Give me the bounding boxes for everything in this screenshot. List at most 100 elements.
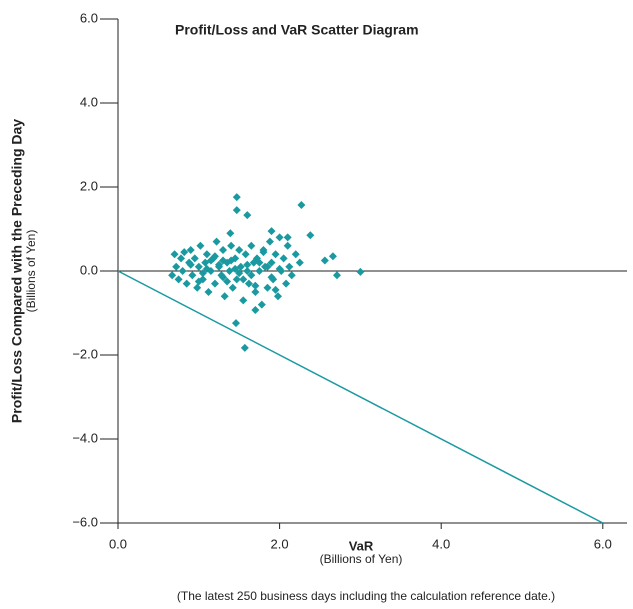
point xyxy=(251,288,260,296)
point xyxy=(206,256,215,265)
y-tick-label: 6.0 xyxy=(80,10,98,25)
point xyxy=(259,248,268,257)
point xyxy=(332,271,341,280)
point xyxy=(255,267,264,275)
point xyxy=(267,258,276,267)
point xyxy=(328,252,337,261)
point xyxy=(287,271,296,280)
point xyxy=(263,262,272,271)
point xyxy=(219,246,228,254)
point xyxy=(356,267,365,276)
x-axis-label: VaR xyxy=(349,538,374,553)
point xyxy=(283,233,292,242)
point xyxy=(219,273,228,282)
point xyxy=(282,279,291,288)
point xyxy=(194,277,203,286)
point xyxy=(168,271,177,280)
point xyxy=(271,285,280,294)
point xyxy=(232,206,241,215)
x-tick-label: 4.0 xyxy=(432,536,450,551)
point xyxy=(297,201,306,210)
y-tick-label: 2.0 xyxy=(80,178,98,193)
point xyxy=(223,277,232,286)
point xyxy=(243,211,252,220)
x-axis-unit: (Billions of Yen) xyxy=(320,552,403,566)
point xyxy=(267,273,276,282)
point xyxy=(170,250,179,259)
point xyxy=(241,250,250,259)
y-tick-label: −2.0 xyxy=(72,346,98,361)
point xyxy=(194,262,203,271)
point xyxy=(306,231,315,240)
point xyxy=(251,281,260,290)
point xyxy=(215,260,223,269)
point xyxy=(190,254,199,263)
point xyxy=(186,260,195,269)
point xyxy=(232,193,241,202)
point xyxy=(267,227,276,236)
point xyxy=(182,279,191,288)
point xyxy=(240,343,249,352)
point xyxy=(177,254,186,263)
point xyxy=(212,237,221,246)
y-tick-label: 4.0 xyxy=(80,94,98,109)
x-tick-label: 6.0 xyxy=(594,536,612,551)
point xyxy=(174,275,183,284)
y-axis-unit: (Billions of Yen) xyxy=(24,230,38,313)
point xyxy=(210,252,219,261)
x-tick-label: 0.0 xyxy=(109,536,127,551)
point xyxy=(186,246,195,254)
point xyxy=(204,288,213,296)
point xyxy=(243,267,252,275)
point xyxy=(227,256,236,265)
point xyxy=(239,275,248,284)
point xyxy=(219,256,228,265)
point xyxy=(265,237,274,246)
point xyxy=(273,292,282,301)
point xyxy=(255,258,264,267)
note: (The latest 250 business days including … xyxy=(177,589,555,603)
point xyxy=(279,254,288,263)
point xyxy=(235,269,244,278)
point xyxy=(178,267,187,275)
point xyxy=(188,271,197,280)
point xyxy=(247,241,256,250)
point xyxy=(247,271,256,280)
point xyxy=(231,319,240,328)
point xyxy=(193,283,202,292)
point xyxy=(244,279,253,288)
point xyxy=(232,275,241,284)
y-tick-label: 0.0 xyxy=(80,262,98,277)
point xyxy=(231,264,240,273)
point xyxy=(251,306,260,315)
point xyxy=(271,250,280,259)
point xyxy=(235,246,244,254)
point xyxy=(295,258,304,267)
point xyxy=(227,241,236,250)
point xyxy=(283,241,292,250)
point xyxy=(226,229,235,238)
point xyxy=(202,264,211,273)
point xyxy=(257,300,266,309)
point xyxy=(210,279,219,288)
point xyxy=(291,250,300,259)
point xyxy=(198,269,207,278)
x-tick-label: 2.0 xyxy=(271,536,289,551)
point xyxy=(196,241,205,250)
y-tick-label: −6.0 xyxy=(72,514,98,529)
chart-title: Profit/Loss and VaR Scatter Diagram xyxy=(175,22,419,38)
point xyxy=(202,250,211,259)
point xyxy=(243,260,252,269)
point xyxy=(275,264,284,273)
point xyxy=(239,296,248,305)
point xyxy=(285,262,294,271)
reference-line xyxy=(117,270,604,524)
point xyxy=(180,248,189,257)
point xyxy=(172,262,181,271)
point xyxy=(228,283,237,292)
point xyxy=(320,256,329,265)
point xyxy=(263,283,272,292)
y-tick-label: −4.0 xyxy=(72,430,98,445)
point xyxy=(220,292,229,301)
